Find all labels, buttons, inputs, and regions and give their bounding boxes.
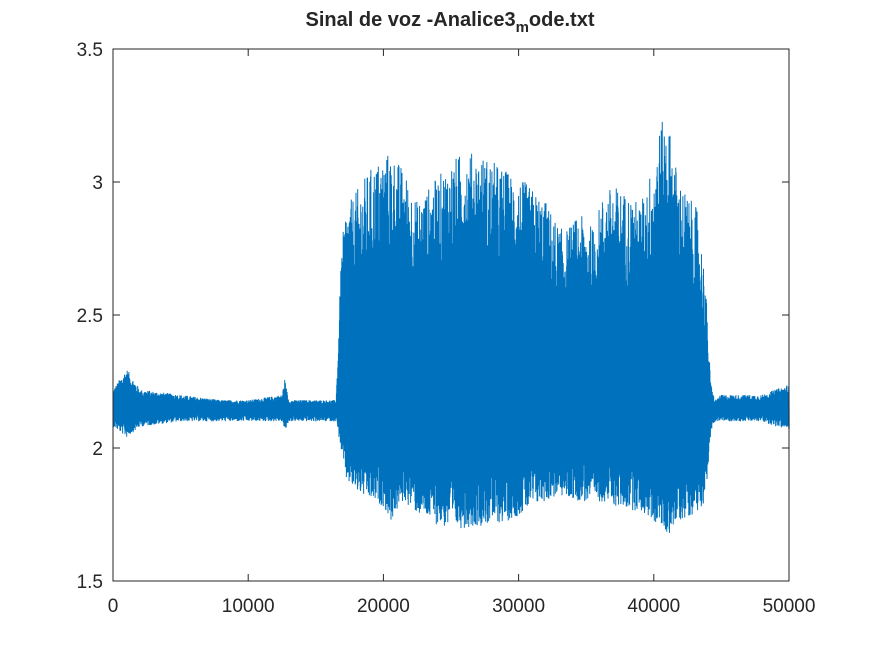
x-tick-label: 40000	[627, 596, 680, 617]
chart-title-main: Sinal de voz -Analice3	[306, 9, 516, 31]
chart-title: Sinal de voz -Analice3mode.txt	[306, 9, 595, 36]
y-tick-label: 2.5	[77, 306, 103, 327]
x-axis: 0 10000 20000 30000 40000 50000	[108, 49, 816, 617]
y-tick-label: 3	[92, 173, 103, 194]
x-tick-label: 10000	[222, 596, 275, 617]
y-tick-label: 1.5	[77, 572, 103, 593]
y-tick-label: 2	[92, 439, 103, 460]
signal-series-line	[112, 121, 790, 533]
x-tick-label: 20000	[357, 596, 410, 617]
y-axis: 1.5 2 2.5 3 3.5	[77, 40, 789, 593]
chart-title-subscript: m	[516, 19, 529, 36]
plot-area	[112, 48, 790, 582]
y-tick-label: 3.5	[77, 40, 103, 61]
x-tick-label: 50000	[763, 596, 816, 617]
x-tick-label: 0	[108, 596, 119, 617]
x-tick-label: 30000	[492, 596, 545, 617]
chart-title-suffix: ode.txt	[529, 9, 595, 31]
